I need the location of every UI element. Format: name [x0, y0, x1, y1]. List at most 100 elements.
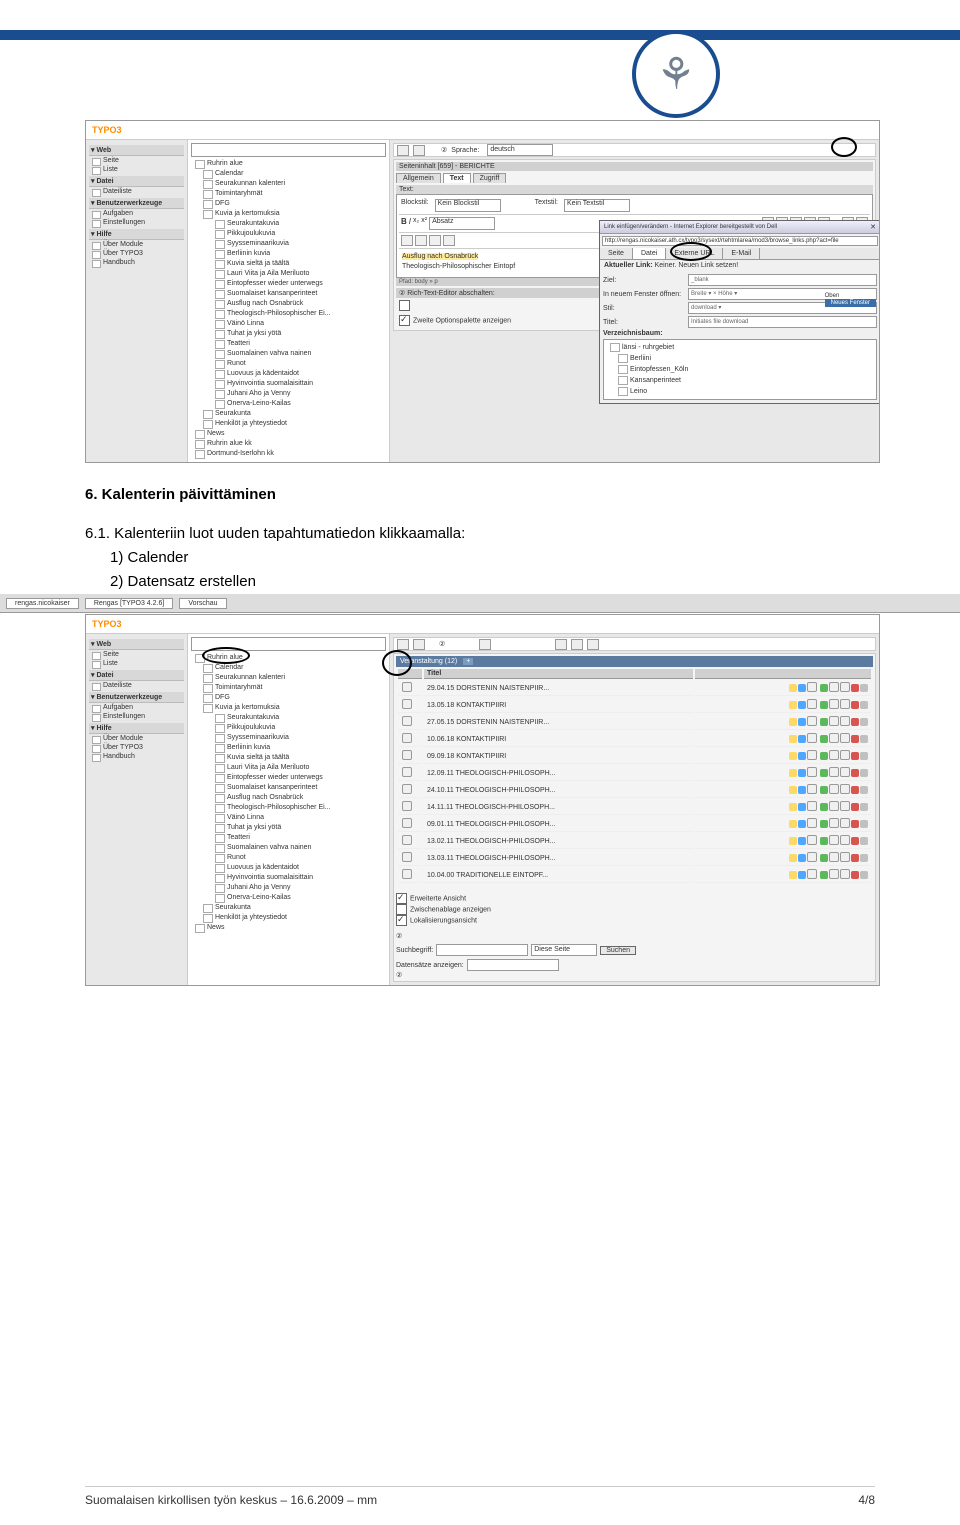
tree-item[interactable]: Seurakunta — [191, 903, 386, 913]
toolbar-icon[interactable] — [587, 639, 599, 650]
tree-item[interactable]: Kuvia ja kertomuksia — [191, 209, 386, 219]
nav-item[interactable]: Liste — [89, 659, 184, 668]
tree-item[interactable]: Tuhat ja yksi yötä — [191, 823, 386, 833]
disable-checkbox[interactable] — [399, 300, 410, 311]
nav-item[interactable]: Über TYPO3 — [89, 249, 184, 258]
nav-item[interactable]: Handbuch — [89, 752, 184, 761]
search-scope[interactable]: Diese Seite — [531, 944, 597, 956]
help-icon[interactable] — [443, 235, 455, 246]
search-button[interactable]: Suchen — [600, 946, 636, 955]
toolbar-icon[interactable] — [413, 639, 425, 650]
tree-item[interactable]: Teatteri — [191, 339, 386, 349]
tree-item[interactable]: Dortmund-Iserlohn kk — [191, 449, 386, 459]
tree-item[interactable]: Väinö Linna — [191, 813, 386, 823]
sup-icon[interactable]: x² — [421, 217, 427, 230]
tree-item[interactable]: Suomalainen vahva nainen — [191, 349, 386, 359]
popup-tab[interactable]: Seite — [600, 248, 633, 259]
toolbar-icon[interactable] — [397, 145, 409, 156]
tree-item[interactable]: Juhani Aho ja Venny — [191, 883, 386, 893]
tree-item[interactable]: Onerva-Leino-Kailas — [191, 399, 386, 409]
redo-icon[interactable] — [429, 235, 441, 246]
tree-item[interactable]: Suomalaiset kansanperinteet — [191, 289, 386, 299]
tree-item[interactable]: DFG — [191, 199, 386, 209]
tree-item[interactable]: News — [191, 923, 386, 933]
nav-item[interactable]: Über TYPO3 — [89, 743, 184, 752]
tree-item[interactable]: Berliini — [606, 353, 874, 364]
tree-item[interactable]: Calendar — [191, 663, 386, 673]
textstil-select[interactable]: Kein Textstil — [564, 199, 630, 212]
nav-item[interactable]: Über Module — [89, 734, 184, 743]
table-row[interactable]: 10.06.18 KONTAKTIPIIRI — [398, 732, 871, 747]
view-option[interactable]: Zwischenablage anzeigen — [396, 904, 873, 915]
nav-item[interactable]: Über Module — [89, 240, 184, 249]
tree-item[interactable]: Eintopfesser wieder unterwegs — [191, 773, 386, 783]
search-input[interactable] — [436, 944, 528, 956]
nav-section[interactable]: ▾ Web — [89, 639, 184, 650]
tree-item[interactable]: News — [191, 429, 386, 439]
table-row[interactable]: 09.01.11 THEOLOGISCH-PHILOSOPH... — [398, 817, 871, 832]
tab[interactable]: Allgemein — [396, 173, 441, 183]
nav-section[interactable]: ▾ Benutzerwerkzeuge — [89, 692, 184, 703]
tree-item[interactable]: Väinö Linna — [191, 319, 386, 329]
nav-item[interactable]: Einstellungen — [89, 712, 184, 721]
nav-item[interactable]: Seite — [89, 650, 184, 659]
nav-item[interactable]: Einstellungen — [89, 218, 184, 227]
new-record-icon[interactable] — [479, 639, 491, 650]
tree-item[interactable]: Toimintaryhmät — [191, 189, 386, 199]
tree-item[interactable]: Henkilöt ja yhteystiedot — [191, 419, 386, 429]
nav-item[interactable]: Handbuch — [89, 258, 184, 267]
tree-item[interactable]: Leino — [606, 386, 874, 397]
tree-item[interactable]: Hyvinvointia suomalaisittain — [191, 873, 386, 883]
tree-item[interactable]: Juhani Aho ja Venny — [191, 389, 386, 399]
nav-section[interactable]: ▾ Web — [89, 145, 184, 156]
popup-field[interactable]: Titel:Initiates file download — [603, 316, 877, 328]
tree-item[interactable]: Runot — [191, 359, 386, 369]
tree-item[interactable]: Calendar — [191, 169, 386, 179]
popup-tab[interactable]: E-Mail — [723, 248, 760, 259]
tree-item[interactable]: Ruhrin alue kk — [191, 439, 386, 449]
close-icon[interactable]: ✕ — [870, 223, 876, 231]
tree-item[interactable]: Kuvia ja kertomuksia — [191, 703, 386, 713]
tree-item[interactable]: Seurakunnan kalenteri — [191, 179, 386, 189]
paragraph-select[interactable]: Absatz — [429, 217, 495, 230]
table-row[interactable]: 13.05.18 KONTAKTIPIIRI — [398, 698, 871, 713]
language-select[interactable]: deutsch — [487, 144, 553, 156]
tree-item[interactable]: Seurakuntakuvia — [191, 219, 386, 229]
view-option[interactable]: Erweiterte Ansicht — [396, 893, 873, 904]
tree-search[interactable] — [191, 143, 386, 157]
toolbar-icon[interactable] — [571, 639, 583, 650]
tree-item[interactable]: Eintopfessen_Köln — [606, 364, 874, 375]
tree-item[interactable]: Lauri Viita ja Aila Meriluoto — [191, 763, 386, 773]
tree-item[interactable]: Luovuus ja kädentaidot — [191, 863, 386, 873]
tree-item[interactable]: Kansanperinteet — [606, 375, 874, 386]
tree-item[interactable]: Teatteri — [191, 833, 386, 843]
tree-item[interactable]: Theologisch-Philosophischer Ei... — [191, 309, 386, 319]
tree-item[interactable]: Runot — [191, 853, 386, 863]
tree-item[interactable]: Tuhat ja yksi yötä — [191, 329, 386, 339]
new-window-button[interactable]: Neues Fenster — [825, 299, 876, 307]
tree-item[interactable]: Theologisch-Philosophischer Ei... — [191, 803, 386, 813]
nav-item[interactable]: Dateiliste — [89, 681, 184, 690]
blockstil-select[interactable]: Kein Blockstil — [435, 199, 501, 212]
table-row[interactable]: 10.04.00 TRADITIONELLE EINTOPF... — [398, 868, 871, 883]
toolbar-icon[interactable] — [555, 639, 567, 650]
bold-icon[interactable]: B — [401, 217, 407, 230]
add-record-icon[interactable]: + — [463, 658, 473, 665]
table-row[interactable]: 13.03.11 THEOLOGISCH-PHILOSOPH... — [398, 851, 871, 866]
tree-item[interactable]: Syysseminaarikuvia — [191, 733, 386, 743]
tree-item[interactable]: Kuvia sieltä ja täältä — [191, 259, 386, 269]
nav-section[interactable]: ▾ Datei — [89, 670, 184, 681]
table-row[interactable]: 29.04.15 DORSTENIN NAISTENPIIR... — [398, 681, 871, 696]
nav-item[interactable]: Liste — [89, 165, 184, 174]
table-row[interactable]: 27.05.15 DORSTENIN NAISTENPIIR... — [398, 715, 871, 730]
italic-icon[interactable]: I — [409, 217, 411, 230]
tree-item[interactable]: Pikkujoulukuvia — [191, 723, 386, 733]
table-row[interactable]: 14.11.11 THEOLOGISCH-PHILOSOPH... — [398, 800, 871, 815]
tab[interactable]: Text — [443, 173, 471, 183]
table-row[interactable]: 09.09.18 KONTAKTIPIIRI — [398, 749, 871, 764]
nav-section[interactable]: ▾ Hilfe — [89, 723, 184, 734]
tree-item[interactable]: Berliinin kuvia — [191, 249, 386, 259]
undo-icon[interactable] — [415, 235, 427, 246]
nav-section[interactable]: ▾ Benutzerwerkzeuge — [89, 198, 184, 209]
tree-item[interactable]: Syysseminaarikuvia — [191, 239, 386, 249]
